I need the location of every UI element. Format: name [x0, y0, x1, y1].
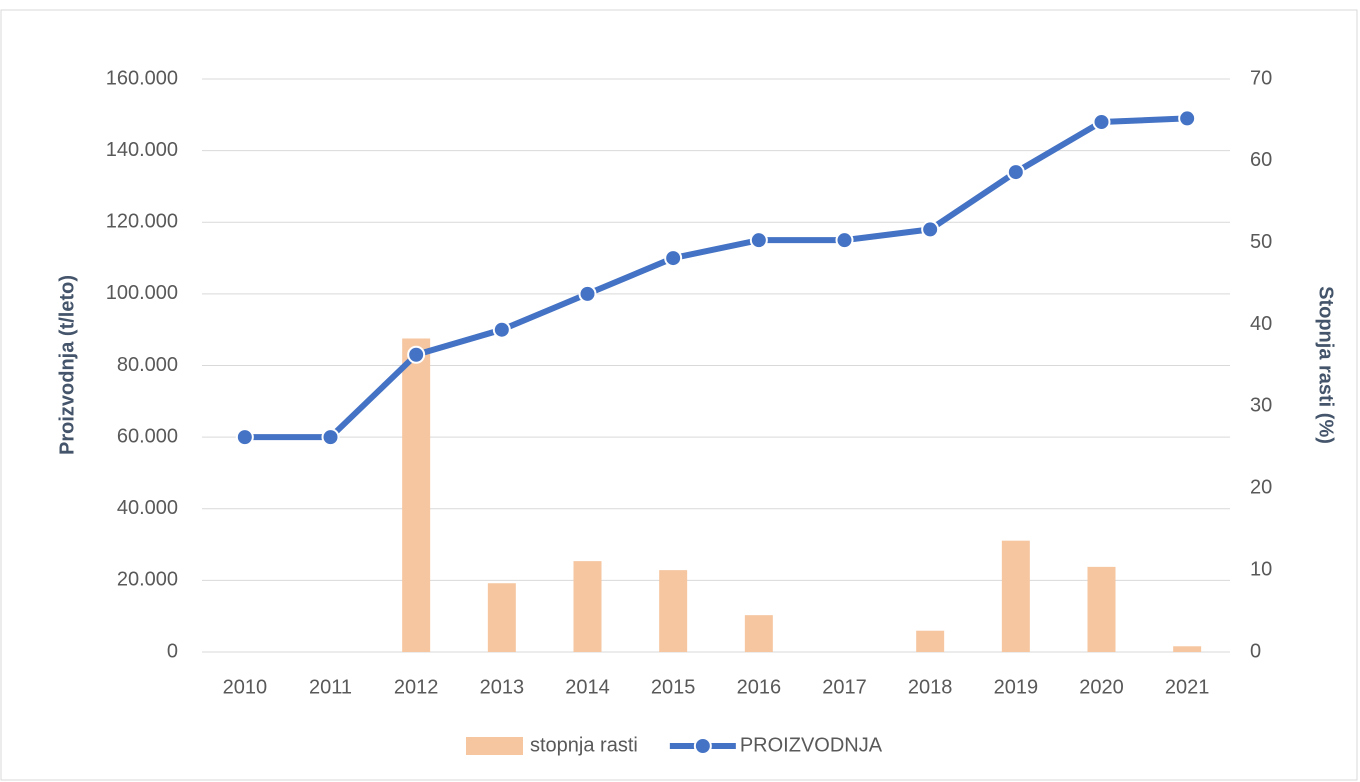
y-tick-label: 80.000 — [117, 354, 178, 376]
marker — [1006, 163, 1025, 182]
x-tick-label: 2018 — [908, 676, 953, 698]
marker — [835, 231, 854, 250]
x-tick-label: 2010 — [223, 676, 268, 698]
y-tick-label: 60.000 — [117, 425, 178, 447]
x-tick-label: 2011 — [309, 676, 352, 698]
y-tick-label: 100.000 — [106, 282, 178, 304]
y2-tick-label: 0 — [1250, 640, 1261, 662]
legend-marker — [693, 737, 712, 755]
marker — [749, 231, 768, 250]
legend-swatch — [466, 737, 523, 755]
y2-tick-label: 60 — [1250, 149, 1272, 171]
marker — [578, 284, 597, 303]
y-tick-label: 40.000 — [117, 497, 178, 519]
y-tick-label: 0 — [167, 640, 178, 662]
y2-axis-title: Stopnja rasti (%) — [1315, 286, 1337, 444]
y2-tick-label: 20 — [1250, 477, 1272, 499]
marker — [921, 220, 940, 239]
y-tick-label: 160.000 — [106, 67, 178, 89]
legend-label: PROIZVODNJA — [740, 734, 883, 756]
y-axis-title: Proizvodnja (t/leto) — [56, 275, 78, 455]
x-tick-label: 2014 — [565, 676, 610, 698]
x-tick-label: 2019 — [994, 676, 1039, 698]
x-tick-label: 2013 — [480, 676, 525, 698]
bar — [573, 561, 602, 652]
x-tick-label: 2015 — [651, 676, 696, 698]
x-tick-label: 2021 — [1165, 676, 1210, 698]
bar — [744, 615, 773, 652]
bar — [1173, 646, 1202, 652]
marker — [1178, 109, 1197, 128]
y2-tick-label: 50 — [1250, 231, 1272, 253]
marker — [407, 345, 426, 364]
y2-tick-label: 40 — [1250, 313, 1272, 335]
x-tick-label: 2012 — [394, 676, 439, 698]
marker — [321, 428, 340, 447]
y-tick-label: 120.000 — [106, 211, 178, 233]
x-tick-label: 2020 — [1079, 676, 1124, 698]
y2-tick-label: 30 — [1250, 395, 1272, 417]
bar — [487, 583, 516, 652]
bar — [659, 570, 688, 652]
bar — [916, 630, 945, 652]
line — [241, 115, 1191, 441]
x-tick-label: 2016 — [737, 676, 782, 698]
bar — [1001, 540, 1030, 652]
y-tick-label: 20.000 — [117, 569, 178, 591]
y2-tick-label: 70 — [1250, 67, 1272, 89]
chart-frame — [0, 9, 1358, 781]
y-tick-label: 140.000 — [106, 139, 178, 161]
y2-tick-label: 10 — [1250, 558, 1272, 580]
marker — [664, 249, 683, 268]
bar — [1087, 566, 1116, 652]
bar — [402, 338, 431, 652]
x-tick-label: 2017 — [822, 676, 867, 698]
marker — [235, 428, 254, 447]
legend-label: stopnja rasti — [530, 734, 638, 756]
marker — [492, 320, 511, 339]
marker — [1092, 112, 1111, 131]
